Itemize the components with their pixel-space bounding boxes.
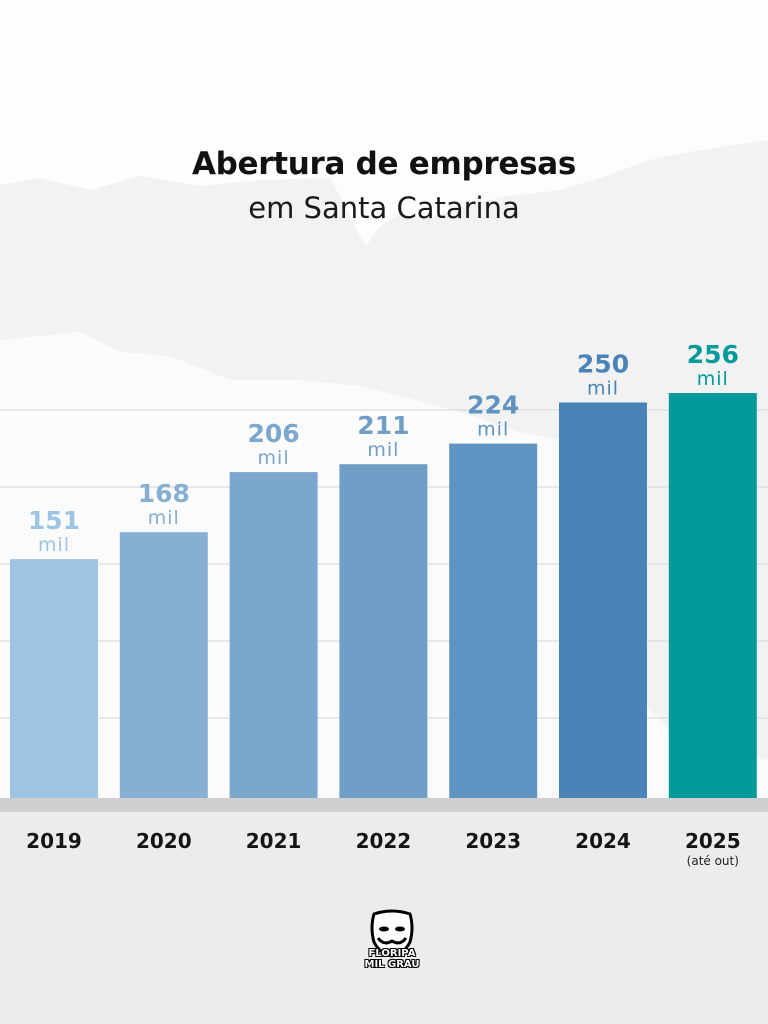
bar-2022 xyxy=(339,464,428,798)
x-axis-band xyxy=(0,798,768,812)
x-tick-label: 2019 xyxy=(26,829,82,853)
value-label: 250 xyxy=(577,349,629,378)
x-tick-label: 2020 xyxy=(136,829,192,853)
x-tick-note: (até out) xyxy=(687,854,739,868)
x-tick-label: 2021 xyxy=(246,829,302,853)
value-label: 256 xyxy=(687,340,739,369)
unit-label: mil xyxy=(38,534,70,556)
logo-line-1: FLORIPA xyxy=(368,948,416,959)
value-label: 206 xyxy=(248,419,300,448)
floripa-mil-grau-logo-icon xyxy=(370,909,414,958)
bar-2021 xyxy=(229,472,318,798)
logo-line-2: MIL GRAU xyxy=(364,959,420,970)
chart-title: Abertura de empresas xyxy=(191,146,577,182)
bar-2020 xyxy=(119,532,208,798)
logo-text: FLORIPA MIL GRAU xyxy=(352,948,432,970)
unit-label: mil xyxy=(477,419,509,441)
x-tick-label: 2024 xyxy=(575,829,631,853)
x-tick-label: 2025 xyxy=(685,829,741,853)
unit-label: mil xyxy=(697,368,729,390)
unit-label: mil xyxy=(148,507,180,529)
x-tick-label: 2023 xyxy=(465,829,521,853)
bar-2024 xyxy=(559,402,647,798)
x-tick-label: 2022 xyxy=(356,829,412,853)
bar-2025 xyxy=(668,393,757,798)
bar-2023 xyxy=(449,443,538,798)
value-labels: 151mil168mil206mil211mil224mil250mil256m… xyxy=(28,340,739,556)
value-label: 211 xyxy=(357,411,409,440)
bar-2019 xyxy=(10,559,98,798)
bars xyxy=(10,393,757,798)
value-label: 224 xyxy=(467,391,519,420)
chart-subtitle: em Santa Catarina xyxy=(248,191,520,225)
unit-label: mil xyxy=(587,377,619,399)
value-label: 168 xyxy=(138,479,190,508)
x-tick-labels: 2019 2020 2021 2022 2023 2024 2025(até out) xyxy=(26,829,740,868)
unit-label: mil xyxy=(258,447,290,469)
value-label: 151 xyxy=(28,506,80,535)
unit-label: mil xyxy=(367,439,399,461)
